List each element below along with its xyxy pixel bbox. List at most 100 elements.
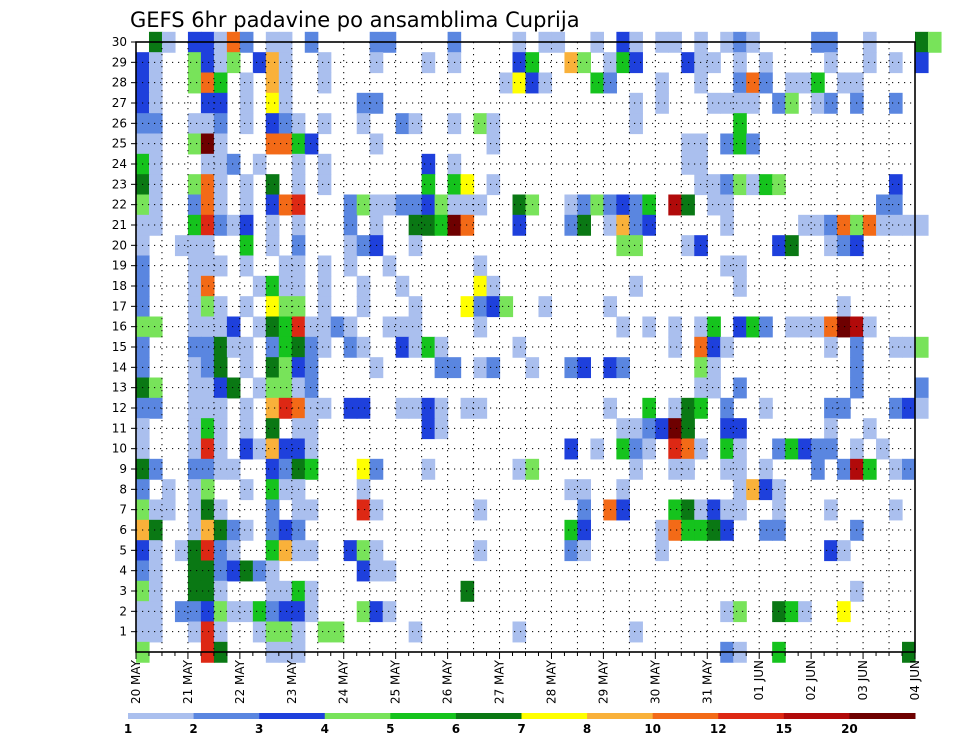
- heatmap-cell: [382, 255, 397, 277]
- heatmap-cell: [187, 214, 202, 236]
- heatmap-cell: [265, 275, 280, 297]
- heatmap-cell: [720, 519, 734, 541]
- heatmap-cell: [746, 92, 760, 114]
- heatmap-cell: [265, 133, 280, 155]
- heatmap-cell: [408, 397, 423, 419]
- heatmap-cell: [187, 296, 202, 318]
- heatmap-cell: [200, 133, 215, 155]
- heatmap-cell: [174, 601, 189, 623]
- heatmap-cell: [486, 113, 501, 135]
- legend-label: 8: [583, 722, 591, 736]
- heatmap-cell: [187, 174, 202, 196]
- heatmap-cell: [577, 357, 592, 379]
- heatmap-cell: [473, 540, 488, 562]
- heatmap-cell: [746, 72, 760, 94]
- heatmap-cell: [811, 438, 825, 460]
- heatmap-cell: [668, 418, 682, 440]
- y-tick-label: 23: [112, 177, 127, 191]
- heatmap-cell: [200, 52, 215, 74]
- heatmap-cell: [187, 458, 202, 480]
- heatmap-cell: [200, 113, 215, 135]
- heatmap-cell: [564, 438, 579, 460]
- legend-label: 5: [386, 722, 394, 736]
- heatmap-cell: [226, 601, 241, 623]
- heatmap-cell: [226, 52, 241, 74]
- heatmap-cell: [278, 357, 293, 379]
- heatmap-cell: [811, 72, 825, 94]
- heatmap-cell: [343, 235, 358, 257]
- heatmap-cell: [200, 214, 215, 236]
- legend-label: 7: [517, 722, 525, 736]
- heatmap-cell: [629, 275, 643, 297]
- heatmap-cell: [356, 113, 371, 135]
- heatmap-cell: [239, 92, 254, 114]
- y-tick-label: 16: [112, 320, 127, 334]
- heatmap-cell: [460, 580, 475, 602]
- heatmap-cell: [642, 194, 656, 216]
- heatmap-cell: [200, 357, 215, 379]
- heatmap-cell: [356, 540, 371, 562]
- heatmap-cell: [421, 336, 436, 358]
- heatmap-cell: [720, 174, 734, 196]
- heatmap-cell: [759, 479, 773, 501]
- y-tick-label: 24: [112, 157, 127, 171]
- heatmap-cell: [239, 438, 254, 460]
- heatmap-cell: [356, 601, 371, 623]
- heatmap-cell: [837, 458, 851, 480]
- heatmap-cell: [889, 499, 903, 521]
- legend-label: 15: [775, 722, 792, 736]
- heatmap-cell: [265, 601, 280, 623]
- heatmap-cell: [278, 275, 293, 297]
- heatmap-cell: [239, 397, 254, 419]
- heatmap-cell: [512, 194, 527, 216]
- heatmap-cell: [356, 560, 371, 582]
- y-tick-label: 15: [112, 340, 127, 354]
- heatmap-cell: [148, 377, 163, 399]
- heatmap-cell: [837, 316, 851, 338]
- heatmap-cell: [889, 52, 903, 74]
- heatmap-cell: [265, 92, 280, 114]
- heatmap-cell: [187, 255, 202, 277]
- heatmap-cell: [317, 255, 332, 277]
- heatmap-cell: [785, 601, 799, 623]
- heatmap-cell: [265, 377, 280, 399]
- heatmap-cell: [720, 194, 734, 216]
- legend-label: 1: [124, 722, 132, 736]
- heatmap-cell: [837, 601, 851, 623]
- heatmap-cell: [837, 540, 851, 562]
- heatmap-cell: [200, 235, 215, 257]
- heatmap-cell: [356, 296, 371, 318]
- heatmap-cell: [707, 194, 721, 216]
- heatmap-cell: [226, 336, 241, 358]
- heatmap-cell: [837, 397, 851, 419]
- heatmap-cell: [733, 255, 747, 277]
- heatmap-cell: [317, 621, 332, 643]
- heatmap-cell: [564, 540, 579, 562]
- heatmap-cell: [239, 235, 254, 257]
- heatmap-cell: [707, 52, 721, 74]
- heatmap-cell: [239, 479, 254, 501]
- heatmap-cell: [187, 336, 202, 358]
- heatmap-cell: [356, 92, 371, 114]
- heatmap-cell: [239, 296, 254, 318]
- heatmap-cell: [161, 479, 176, 501]
- heatmap-cell: [148, 540, 163, 562]
- heatmap-cell: [759, 458, 773, 480]
- y-tick-label: 28: [112, 76, 127, 90]
- chart-title: GEFS 6hr padavine po ansamblima Cuprija: [130, 8, 580, 32]
- heatmap-cell: [278, 72, 293, 94]
- y-tick-label: 25: [112, 137, 127, 151]
- legend-swatch: [128, 713, 195, 719]
- heatmap-cell: [343, 194, 358, 216]
- heatmap-cell: [473, 113, 488, 135]
- heatmap-cell: [824, 397, 838, 419]
- heatmap-cell: [187, 194, 202, 216]
- heatmap-cell: [356, 336, 371, 358]
- heatmap-cell: [304, 377, 319, 399]
- heatmap-cell: [629, 458, 643, 480]
- heatmap-cell: [174, 540, 189, 562]
- heatmap-cell: [733, 458, 747, 480]
- heatmap-cell: [148, 560, 163, 582]
- heatmap-cell: [187, 397, 202, 419]
- x-tick-label: 01 JUN: [752, 660, 766, 700]
